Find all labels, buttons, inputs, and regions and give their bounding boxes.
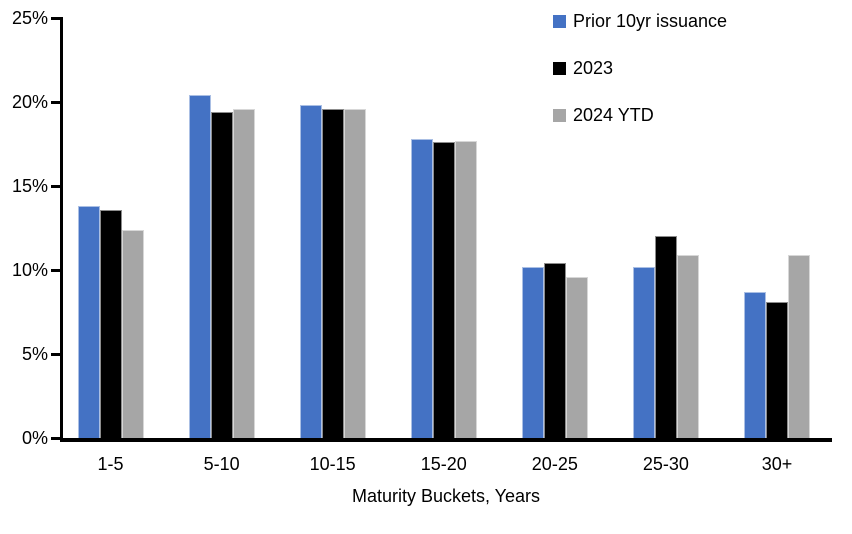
bar-2023-30+ xyxy=(766,301,788,438)
legend-swatch-icon xyxy=(553,14,566,28)
legend: Prior 10yr issuance 2023 2024 YTD xyxy=(553,10,727,151)
y-axis-tick xyxy=(51,16,60,20)
x-axis-title: Maturity Buckets, Years xyxy=(351,486,541,506)
bar-group-5-10 xyxy=(188,18,255,438)
bar-prior-10yr-issuance-5-10 xyxy=(188,95,211,438)
legend-swatch-icon xyxy=(553,61,566,75)
bar-2024-ytd-20-25 xyxy=(565,276,588,438)
bar-prior-10yr-issuance-15-20 xyxy=(410,138,433,438)
bar-prior-10yr-issuance-1-5 xyxy=(77,206,100,438)
y-axis-line xyxy=(60,16,63,441)
x-axis-category-label: 5-10 xyxy=(203,454,240,474)
bar-2023-1-5 xyxy=(99,209,122,438)
y-axis-tick-label: 0% xyxy=(21,428,48,448)
bar-group-1-5 xyxy=(77,18,144,438)
y-axis-tick xyxy=(51,436,60,440)
x-axis-category-label: 15-20 xyxy=(420,454,467,474)
bar-2023-15-20 xyxy=(432,142,455,438)
legend-item: 2024 YTD xyxy=(553,104,727,126)
legend-item: 2023 xyxy=(553,57,727,79)
y-axis-tick-label: 20% xyxy=(11,92,48,112)
bar-prior-10yr-issuance-10-15 xyxy=(299,105,322,438)
y-axis-tick-label: 25% xyxy=(11,8,48,28)
x-axis-line xyxy=(60,438,832,442)
bar-2024-ytd-15-20 xyxy=(454,140,477,438)
y-axis-tick xyxy=(51,268,60,272)
bar-group-10-15 xyxy=(299,18,366,438)
bar-2024-ytd-5-10 xyxy=(232,108,255,438)
y-axis-tick xyxy=(51,352,60,356)
bar-prior-10yr-issuance-20-25 xyxy=(521,266,544,438)
bar-prior-10yr-issuance-30+ xyxy=(744,291,766,438)
y-axis-tick-label: 15% xyxy=(11,176,48,196)
y-axis-tick-label: 5% xyxy=(21,344,48,364)
legend-item: Prior 10yr issuance xyxy=(553,10,727,32)
x-axis-category-label: 25-30 xyxy=(642,454,689,474)
x-axis-category-label: 1-5 xyxy=(97,454,124,474)
legend-label: Prior 10yr issuance xyxy=(573,11,728,31)
x-axis-category-label: 20-25 xyxy=(531,454,578,474)
bar-prior-10yr-issuance-25-30 xyxy=(632,266,655,438)
x-axis-category-label: 10-15 xyxy=(309,454,356,474)
bar-group-30+ xyxy=(744,18,810,438)
bar-group-15-20 xyxy=(410,18,477,438)
bar-2024-ytd-1-5 xyxy=(121,229,144,438)
legend-label: 2023 xyxy=(573,58,614,78)
bar-2024-ytd-10-15 xyxy=(343,108,366,438)
bar-2023-20-25 xyxy=(543,263,566,438)
bar-2023-10-15 xyxy=(321,108,344,438)
bar-2024-ytd-25-30 xyxy=(676,254,699,438)
y-axis-tick-label: 10% xyxy=(11,260,48,280)
bar-2023-5-10 xyxy=(210,112,233,438)
bar-2023-25-30 xyxy=(654,236,677,438)
bar-2024-ytd-30+ xyxy=(788,254,810,438)
bar-group-20-25 xyxy=(521,18,588,438)
y-axis-tick xyxy=(51,100,60,104)
bar-group-25-30 xyxy=(632,18,699,438)
x-axis-category-label: 30+ xyxy=(761,454,793,474)
legend-swatch-icon xyxy=(553,108,566,122)
legend-label: 2024 YTD xyxy=(573,105,654,125)
y-axis-tick xyxy=(51,184,60,188)
